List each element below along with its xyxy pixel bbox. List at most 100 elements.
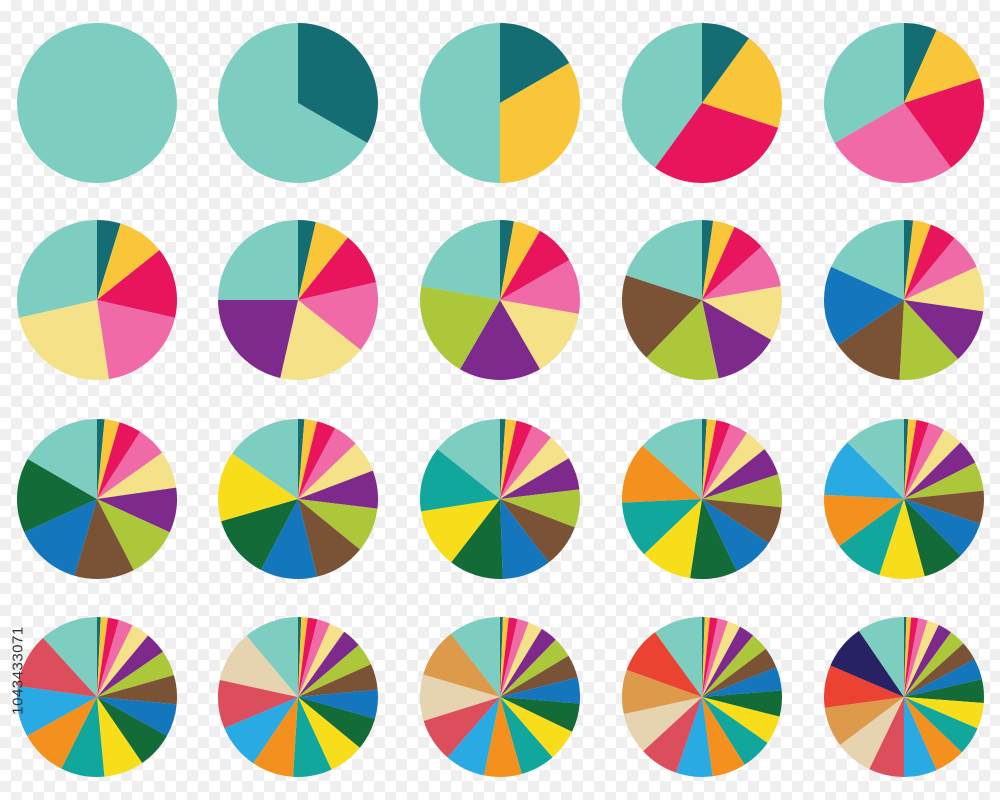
pie-16-slice-16	[43, 616, 97, 697]
pie-18-slice-6	[500, 628, 556, 697]
pie-15-slice-3	[904, 419, 929, 499]
pie-3-slice-1	[500, 23, 570, 103]
pie-8-slice-8	[421, 220, 500, 300]
pie-chart-11	[17, 419, 178, 580]
pie-chart-16	[17, 616, 178, 778]
pie-9-slice-4	[702, 246, 781, 300]
pie-chart-3	[420, 23, 580, 183]
pie-19-slice-7	[702, 635, 766, 697]
pie-15-slice-12	[839, 499, 904, 576]
pie-18-slice-10	[500, 697, 580, 732]
pie-18-slice-7	[500, 639, 569, 697]
pie-10-slice-1	[904, 220, 914, 300]
pie-chart-14	[621, 419, 782, 580]
pie-17-slice-3	[298, 617, 318, 697]
pie-20-slice-4	[904, 618, 928, 697]
pie-20-slice-18	[823, 665, 904, 708]
pie-9-slice-8	[622, 275, 702, 358]
pie-20-slice-2	[904, 617, 912, 697]
pie-17-slice-7	[298, 644, 372, 697]
pie-10-slice-5	[904, 266, 985, 312]
pie-chart-9	[622, 220, 782, 380]
pie-16-slice-14	[17, 685, 97, 736]
pie-chart-20	[823, 616, 985, 777]
pie-10-slice-4	[904, 238, 977, 300]
pie-chart-12	[217, 418, 379, 580]
pie-16-slice-13	[27, 697, 97, 769]
pie-20-slice-12	[904, 697, 978, 753]
pie-16-slice-11	[97, 697, 143, 777]
pie-14-slice-11	[644, 499, 702, 579]
pie-10-slice-9	[823, 266, 904, 346]
pie-20-slice-17	[824, 697, 904, 745]
pie-13-slice-7	[500, 489, 581, 528]
pie-17-slice-12	[293, 697, 332, 778]
pie-12-slice-1	[298, 419, 305, 499]
pie-18-slice-18	[450, 617, 500, 697]
pie-14-slice-13	[621, 445, 702, 503]
pie-18-slice-17	[423, 633, 500, 697]
pie-11-slice-3	[97, 422, 141, 499]
pie-14-slice-5	[702, 432, 765, 499]
pie-11-slice-5	[97, 452, 177, 499]
pie-15-slice-15	[847, 419, 904, 499]
pie-12-slice-12	[232, 418, 298, 499]
pie-19-slice-5	[702, 621, 741, 697]
pie-20-slice-6	[904, 624, 952, 697]
pie-8-slice-6	[460, 300, 540, 380]
pie-18-slice-5	[500, 622, 542, 697]
pie-16-slice-5	[97, 625, 149, 697]
pie-12-slice-5	[298, 443, 373, 499]
pie-8-slice-5	[500, 300, 579, 370]
pie-18-slice-3	[500, 617, 518, 697]
pie-4-slice-2	[702, 38, 782, 128]
pie-16-slice-1	[97, 617, 101, 697]
pie-15-slice-14	[824, 442, 904, 499]
pie-18-slice-2	[500, 617, 509, 697]
pie-11-slice-2	[97, 419, 120, 499]
pie-15-slice-1	[904, 419, 909, 499]
pie-13-slice-5	[500, 437, 569, 499]
stock-id-watermark: 1043433071	[6, 560, 30, 780]
pie-18-slice-12	[500, 697, 553, 774]
pie-20-slice-9	[904, 659, 982, 697]
pie-16-slice-10	[97, 697, 167, 763]
pie-8-slice-4	[500, 260, 580, 314]
pie-8-slice-7	[420, 286, 500, 370]
pie-15-slice-4	[904, 422, 944, 499]
pie-11-slice-7	[97, 499, 170, 571]
pie-14-slice-12	[622, 499, 702, 555]
pie-12-slice-10	[221, 499, 298, 570]
pie-19-slice-11	[702, 697, 780, 743]
pie-20-slice-3	[904, 617, 919, 697]
pie-15-slice-5	[904, 429, 961, 499]
pie-14-slice-10	[690, 499, 737, 580]
pie-3-slice-2	[500, 63, 580, 183]
pie-10-slice-10	[831, 220, 904, 300]
pie-chart-15	[824, 419, 984, 579]
pie-14-slice-14	[642, 419, 702, 499]
pie-19-slice-15	[643, 697, 702, 773]
pie-13-slice-13	[437, 419, 500, 499]
pie-15-slice-10	[904, 499, 961, 577]
pie-20-slice-8	[904, 643, 975, 697]
pie-17-slice-9	[298, 689, 379, 719]
pie-20-slice-1	[904, 617, 907, 697]
pie-14-slice-3	[702, 420, 731, 499]
pie-9-slice-1	[702, 220, 714, 300]
pie-12-slice-2	[298, 419, 318, 499]
pie-13-slice-12	[419, 449, 500, 512]
pie-chart-1	[17, 23, 177, 183]
pie-13-slice-6	[500, 458, 580, 499]
pie-16-slice-15	[17, 637, 97, 697]
pie-12-slice-11	[217, 453, 298, 522]
pie-19-slice-17	[621, 669, 702, 715]
pie-17-slice-11	[298, 697, 360, 770]
pie-13-slice-9	[500, 499, 549, 579]
pie-17-slice-15	[218, 679, 298, 729]
pie-17-slice-6	[298, 631, 359, 697]
pie-19-slice-14	[676, 697, 713, 778]
pie-7-slice-3	[298, 237, 376, 300]
pie-chart-4	[622, 23, 782, 183]
pie-17-slice-13	[253, 697, 298, 777]
